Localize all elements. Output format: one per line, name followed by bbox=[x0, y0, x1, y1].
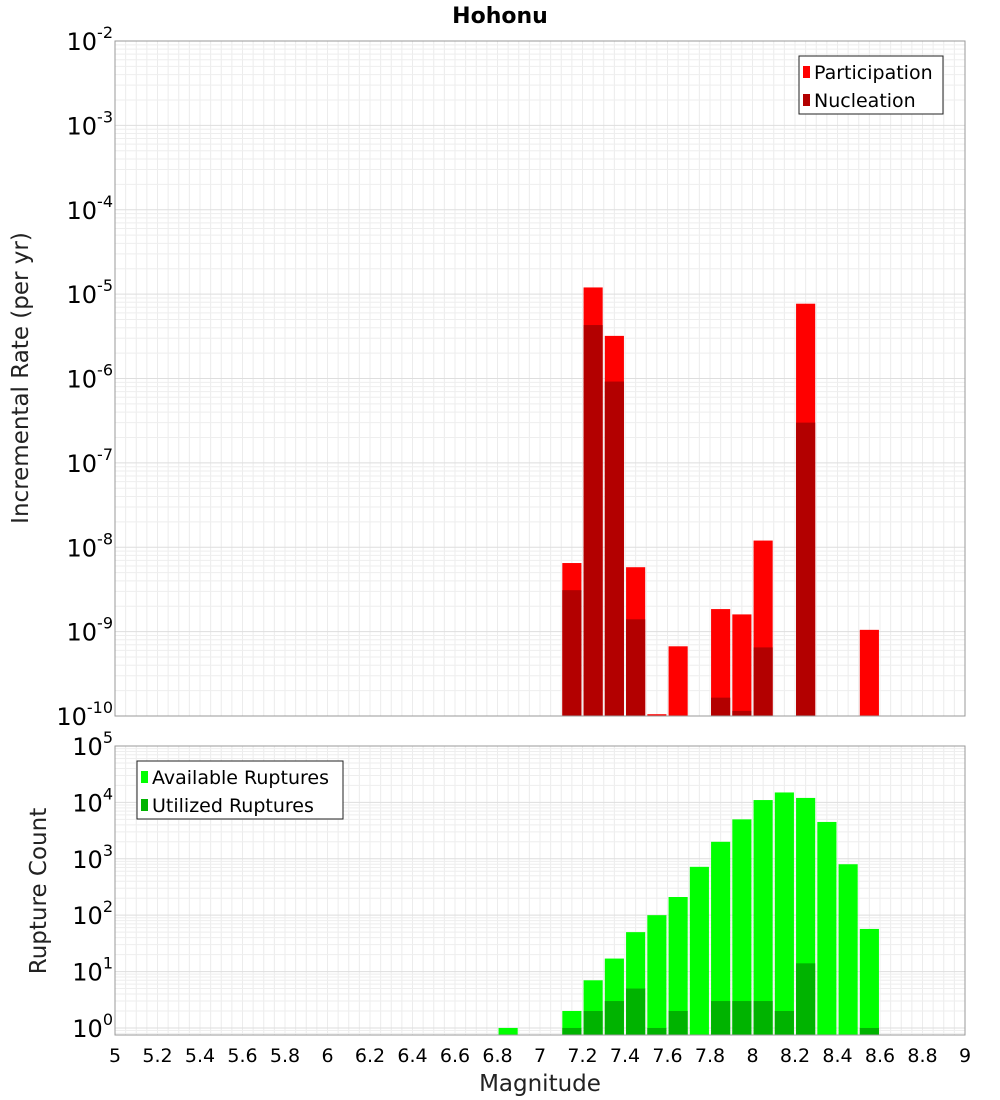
bar bbox=[626, 619, 646, 716]
bar bbox=[562, 590, 582, 716]
x-tick-label: 6 bbox=[321, 1045, 333, 1067]
y-tick-label: 10-5 bbox=[67, 276, 114, 309]
x-tick-label: 5.6 bbox=[227, 1045, 257, 1067]
bar bbox=[668, 1010, 688, 1035]
x-tick-label: 8.6 bbox=[865, 1045, 895, 1067]
y-tick-label: 10-4 bbox=[67, 192, 114, 225]
plot-frame bbox=[114, 745, 966, 1036]
x-tick-label: 7.6 bbox=[652, 1045, 682, 1067]
y-tick-label: 10-8 bbox=[67, 529, 114, 562]
x-axis-label: Magnitude bbox=[479, 1071, 601, 1097]
legend: Available Ruptures Utilized Ruptures bbox=[136, 760, 344, 820]
bar bbox=[647, 915, 667, 1035]
y-tick-label: 10-7 bbox=[67, 445, 114, 478]
y-tick-label: 102 bbox=[72, 897, 113, 930]
bar bbox=[732, 614, 752, 716]
y-tick-label: 10-2 bbox=[67, 23, 114, 56]
legend-swatch bbox=[141, 771, 148, 783]
bar bbox=[647, 1027, 667, 1035]
bar bbox=[562, 1027, 582, 1035]
bar bbox=[732, 710, 752, 716]
plot-frame bbox=[114, 40, 966, 717]
legend-label: Participation bbox=[814, 62, 933, 84]
x-tick-label: 5.2 bbox=[142, 1045, 172, 1067]
bar bbox=[711, 697, 731, 716]
legend-label: Utilized Ruptures bbox=[152, 795, 314, 817]
x-tick-label: 8 bbox=[746, 1045, 758, 1067]
legend-label: Available Ruptures bbox=[152, 767, 329, 789]
chart-title: Hohonu bbox=[452, 4, 548, 29]
legend-label: Nucleation bbox=[814, 90, 916, 112]
y-tick-label: 100 bbox=[72, 1010, 113, 1043]
x-tick-label: 6.8 bbox=[482, 1045, 512, 1067]
x-tick-label: 5 bbox=[109, 1045, 121, 1067]
bar bbox=[583, 325, 603, 716]
bottom-y-axis-label: Rupture Count bbox=[26, 808, 52, 974]
x-tick-label: 6.4 bbox=[397, 1045, 427, 1067]
bar bbox=[838, 864, 858, 1035]
x-tick-label: 6.2 bbox=[355, 1045, 385, 1067]
bar bbox=[753, 1001, 773, 1035]
top-y-axis-label: Incremental Rate (per yr) bbox=[8, 232, 34, 524]
bar bbox=[774, 1010, 794, 1035]
bar bbox=[774, 792, 794, 1035]
x-tick-label: 9 bbox=[959, 1045, 971, 1067]
x-tick-label: 8.4 bbox=[822, 1045, 852, 1067]
legend-box bbox=[136, 760, 344, 820]
legend-swatch bbox=[803, 94, 810, 106]
series-utilized-ruptures bbox=[562, 963, 879, 1035]
bar bbox=[796, 963, 816, 1035]
y-tick-label: 10-10 bbox=[56, 698, 113, 731]
x-tick-label: 8.2 bbox=[780, 1045, 810, 1067]
bar bbox=[753, 647, 773, 716]
bar bbox=[859, 629, 879, 716]
series-nucleation bbox=[562, 325, 816, 716]
bar bbox=[689, 866, 709, 1035]
y-tick-label: 10-6 bbox=[67, 361, 114, 394]
bar bbox=[711, 841, 731, 1035]
bar bbox=[859, 1027, 879, 1035]
y-tick-label: 101 bbox=[72, 954, 113, 987]
y-tick-label: 105 bbox=[72, 728, 113, 761]
y-tick-label: 104 bbox=[72, 784, 113, 817]
rupture-count-plot: 100 101 102 103 104 105 5 5.2 5.4 5.6 5.8 6 6.2 6.4 6.… bbox=[72, 728, 971, 1067]
x-tick-label: 7.4 bbox=[610, 1045, 640, 1067]
x-tick-label: 8.8 bbox=[907, 1045, 937, 1067]
y-tick-label: 10-9 bbox=[67, 614, 114, 647]
bar bbox=[711, 609, 731, 716]
bar bbox=[859, 928, 879, 1035]
bar bbox=[668, 646, 688, 716]
bar bbox=[796, 422, 816, 716]
bar bbox=[753, 800, 773, 1035]
x-tick-label: 6.6 bbox=[440, 1045, 470, 1067]
bar bbox=[626, 988, 646, 1035]
x-tick-label: 7 bbox=[534, 1045, 546, 1067]
y-tick-label: 10-3 bbox=[67, 107, 114, 140]
x-tick-label: 5.4 bbox=[185, 1045, 215, 1067]
bar bbox=[647, 714, 667, 716]
legend-box bbox=[798, 55, 944, 115]
bar bbox=[732, 1001, 752, 1035]
legend-swatch bbox=[803, 66, 810, 78]
bar bbox=[498, 1027, 518, 1035]
x-tick-label: 7.2 bbox=[567, 1045, 597, 1067]
legend-swatch bbox=[141, 799, 148, 811]
bar bbox=[817, 821, 837, 1035]
bar bbox=[668, 897, 688, 1035]
participation-rate-plot: 10-10 10-9 10-8 10-7 10-6 10-5 10-4 10-3 10-2 Par… bbox=[56, 23, 966, 731]
y-tick-label: 103 bbox=[72, 841, 113, 874]
grid bbox=[114, 40, 966, 717]
bar bbox=[711, 1001, 731, 1035]
legend: Participation Nucleation bbox=[798, 55, 944, 115]
bar bbox=[583, 1010, 603, 1035]
bar bbox=[604, 381, 624, 716]
bar bbox=[604, 1001, 624, 1035]
x-tick-label: 7.8 bbox=[695, 1045, 725, 1067]
x-tick-label: 5.8 bbox=[270, 1045, 300, 1067]
bar bbox=[732, 819, 752, 1035]
